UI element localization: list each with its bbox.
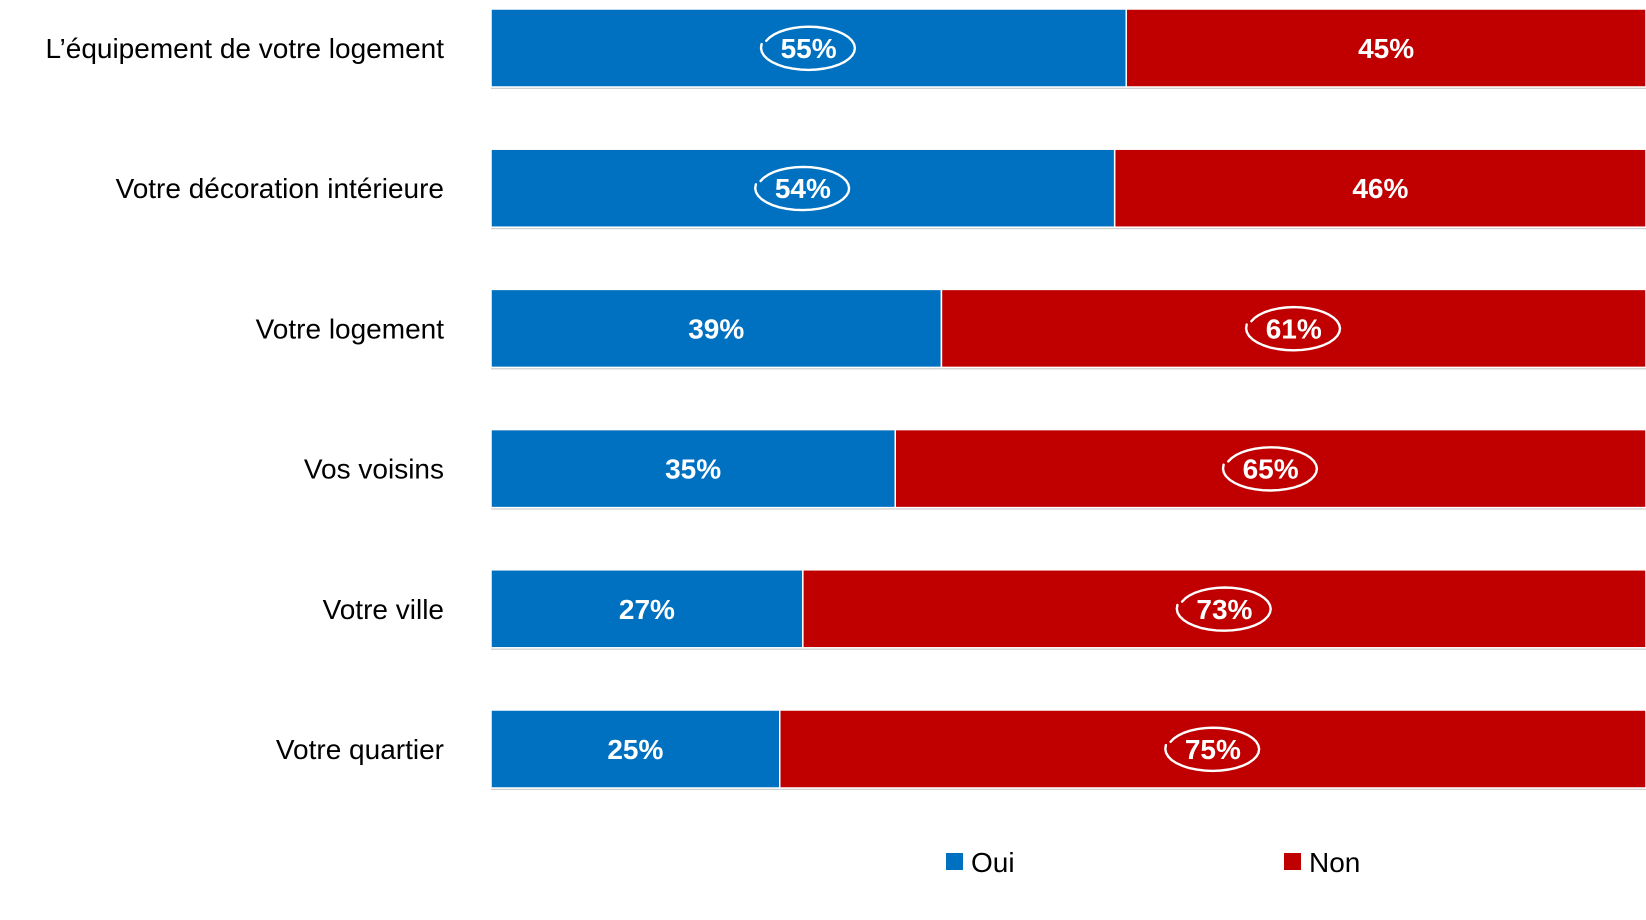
- category-label: Votre quartier: [276, 734, 444, 765]
- data-label: 75%: [1185, 734, 1241, 765]
- category-label: Votre ville: [323, 594, 444, 625]
- data-label: 35%: [665, 454, 721, 485]
- bar-oui: [490, 148, 1116, 228]
- data-label: 65%: [1243, 454, 1299, 485]
- highlight-circle: [759, 25, 857, 72]
- bar-non: [894, 428, 1646, 509]
- bar-non: [940, 288, 1646, 369]
- data-label: 25%: [607, 734, 663, 765]
- data-label: 39%: [688, 313, 744, 344]
- legend-label-oui: Oui: [971, 847, 1015, 878]
- data-label: 45%: [1358, 33, 1414, 64]
- bar-oui: [490, 288, 943, 369]
- legend-label-non: Non: [1309, 847, 1360, 878]
- highlight-circle: [1164, 726, 1261, 773]
- category-label: Votre logement: [256, 313, 445, 344]
- data-label: 61%: [1266, 313, 1322, 344]
- bar-oui: [490, 428, 896, 509]
- highlight-circle: [754, 165, 851, 212]
- bar-non: [779, 709, 1646, 789]
- bars-layer: [490, 8, 1646, 790]
- highlight-circle: [1175, 586, 1272, 632]
- legend-swatch-non: [1284, 853, 1301, 870]
- legend-swatch-oui: [946, 853, 963, 870]
- category-label: Votre décoration intérieure: [116, 173, 444, 204]
- highlight-circle: [1244, 305, 1342, 352]
- data-label: 54%: [775, 173, 831, 204]
- bar-non: [802, 569, 1646, 649]
- data-label: 55%: [781, 33, 837, 64]
- bar-non: [1125, 8, 1646, 88]
- data-label: 73%: [1196, 594, 1252, 625]
- legend: Oui Non: [946, 847, 1360, 878]
- bar-oui: [490, 709, 781, 789]
- data-label: 27%: [619, 594, 675, 625]
- category-label: L’équipement de votre logement: [46, 33, 445, 64]
- data-label: 46%: [1352, 173, 1408, 204]
- labels-layer: L’équipement de votre logement 55% 45% Votr…: [46, 25, 1414, 773]
- bar-oui: [490, 8, 1127, 88]
- category-label: Vos voisins: [304, 454, 444, 485]
- bar-non: [1113, 148, 1646, 228]
- highlight-circle: [1221, 446, 1319, 492]
